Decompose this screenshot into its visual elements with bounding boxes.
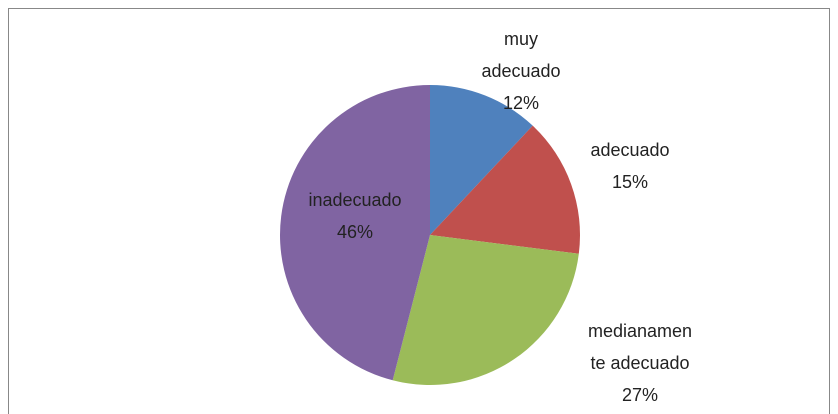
slice-value-label: 27% (622, 385, 658, 405)
slice-category-label: medianamen te adecuado (588, 321, 692, 373)
slice-value-label: 15% (612, 172, 648, 192)
slice-category-label: adecuado (590, 140, 669, 160)
pie-slice (430, 125, 580, 254)
slice-category-label: muy adecuado (481, 29, 560, 81)
pie-slice (392, 235, 579, 386)
slice-category-label: inadecuado (308, 190, 401, 210)
pie-slice (430, 85, 533, 235)
pie-slice (279, 85, 430, 381)
slice-value-label: 12% (503, 93, 539, 113)
slice-value-label: 46% (337, 222, 373, 242)
